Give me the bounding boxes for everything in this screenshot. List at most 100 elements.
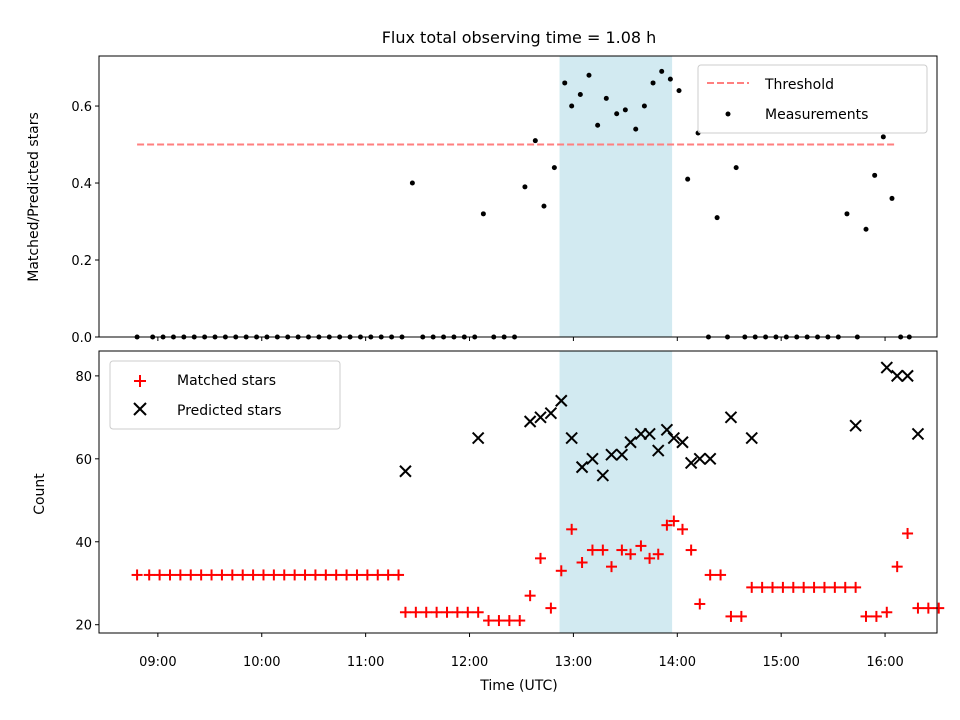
x-tick-label: 16:00 xyxy=(866,655,903,670)
matched-star-point xyxy=(694,598,706,610)
top-legend: Threshold Measurements xyxy=(697,64,928,134)
matched-star-point xyxy=(462,606,474,618)
bottom-axes-frame xyxy=(98,350,938,634)
matched-star-point xyxy=(661,519,673,531)
matched-star-point xyxy=(309,569,321,581)
matched-star-point xyxy=(625,548,637,560)
matched-star-point xyxy=(756,581,768,593)
matched-star-point xyxy=(399,606,411,618)
x-tick-label: 15:00 xyxy=(762,655,799,670)
matched-star-point xyxy=(777,581,789,593)
matched-star-point xyxy=(216,569,228,581)
top-legend-box xyxy=(697,64,928,134)
predicted-star-point xyxy=(596,469,610,482)
matched-star-point xyxy=(289,569,301,581)
measurement-point xyxy=(569,103,575,109)
observing-span-top xyxy=(559,56,673,337)
matched-star-point xyxy=(555,565,567,577)
matched-star-point xyxy=(586,544,598,556)
measurement-point xyxy=(667,76,673,82)
measurement-point xyxy=(733,165,739,171)
matched-star-point xyxy=(635,540,647,552)
measurement-point xyxy=(685,176,691,182)
matched-star-point xyxy=(933,602,945,614)
measurements-legend-swatch xyxy=(725,111,731,117)
matched-star-point xyxy=(420,606,432,618)
matched-star-point xyxy=(247,569,259,581)
measurement-point xyxy=(714,215,720,221)
predicted-star-point xyxy=(667,431,681,445)
threshold-legend-label: Threshold xyxy=(764,77,834,93)
measurement-point xyxy=(844,211,850,217)
y-tick-label: 0.6 xyxy=(71,100,92,115)
matched-star-point xyxy=(881,606,893,618)
matched-star-point xyxy=(860,610,872,622)
y-tick-label: 20 xyxy=(75,619,92,634)
matched-star-point xyxy=(818,581,830,593)
measurement-point xyxy=(409,180,415,186)
predicted-star-point xyxy=(849,419,862,432)
matched-star-point xyxy=(839,581,851,593)
predicted-star-point xyxy=(399,465,412,478)
predicted-star-point xyxy=(555,394,568,407)
matched-star-point xyxy=(320,569,332,581)
matched-star-point xyxy=(808,581,820,593)
matched-star-point xyxy=(341,569,353,581)
matched-star-point xyxy=(257,569,269,581)
predicted-legend-swatch xyxy=(133,402,147,416)
matched-star-point xyxy=(195,569,207,581)
matched-star-point xyxy=(891,561,903,573)
predicted-star-point xyxy=(745,431,758,445)
measurement-point xyxy=(863,226,869,232)
bottom-legend: Matched stars Predicted stars xyxy=(109,360,341,430)
matched-star-point xyxy=(735,610,747,622)
predicted-stars-points xyxy=(399,361,925,482)
top-axes: 0.0 0.2 0.4 0.6 Matched/Predicted stars xyxy=(26,55,938,346)
matched-star-point xyxy=(503,615,515,627)
matched-stars-points xyxy=(131,515,945,627)
x-tick-label: 13:00 xyxy=(555,655,592,670)
predicted-star-point xyxy=(901,369,914,383)
measurement-point xyxy=(614,111,620,117)
matched-star-point xyxy=(206,569,218,581)
matched-star-point xyxy=(644,552,656,564)
bottom-y-ticks: 20 40 60 80 xyxy=(75,370,99,634)
matched-star-point xyxy=(143,569,155,581)
x-tick-label: 09:00 xyxy=(139,655,176,670)
matched-star-point xyxy=(715,569,727,581)
chart-title: Flux total observing time = 1.08 h xyxy=(382,28,657,47)
x-tick-label: 11:00 xyxy=(347,655,384,670)
bottom-axes: 20 40 60 80 09:00 10:00 11:00 12:00 13:00 14:00 1… xyxy=(32,350,945,694)
top-axes-frame xyxy=(98,55,938,338)
x-tick-label: 12:00 xyxy=(451,655,488,670)
measurement-point xyxy=(532,138,538,144)
matched-star-point xyxy=(431,606,443,618)
measurement-point xyxy=(880,134,886,140)
matched-star-point xyxy=(382,569,394,581)
matched-star-point xyxy=(441,606,453,618)
matched-star-point xyxy=(902,527,914,539)
matched-star-point xyxy=(330,569,342,581)
predicted-star-point xyxy=(890,369,904,383)
predicted-star-point xyxy=(544,406,558,420)
predicted-star-point xyxy=(703,452,717,466)
measurement-point xyxy=(650,80,656,86)
matched-star-point xyxy=(226,569,238,581)
matched-star-point xyxy=(524,590,536,602)
matched-star-point xyxy=(451,606,463,618)
predicted-star-point xyxy=(575,460,589,474)
matched-star-point xyxy=(576,557,588,568)
top-x-ticks xyxy=(157,337,886,341)
matched-star-point xyxy=(746,581,758,593)
matched-star-point xyxy=(164,569,176,581)
matched-star-point xyxy=(566,523,578,535)
x-axis-label: Time (UTC) xyxy=(479,678,557,694)
measurement-point xyxy=(641,103,647,109)
matched-star-point xyxy=(278,569,290,581)
predicted-star-point xyxy=(586,452,599,466)
matched-star-point xyxy=(185,569,197,581)
predicted-star-point xyxy=(724,411,738,424)
matched-star-point xyxy=(351,569,363,581)
matched-star-point xyxy=(154,569,166,581)
y-tick-label: 0.0 xyxy=(71,331,92,346)
